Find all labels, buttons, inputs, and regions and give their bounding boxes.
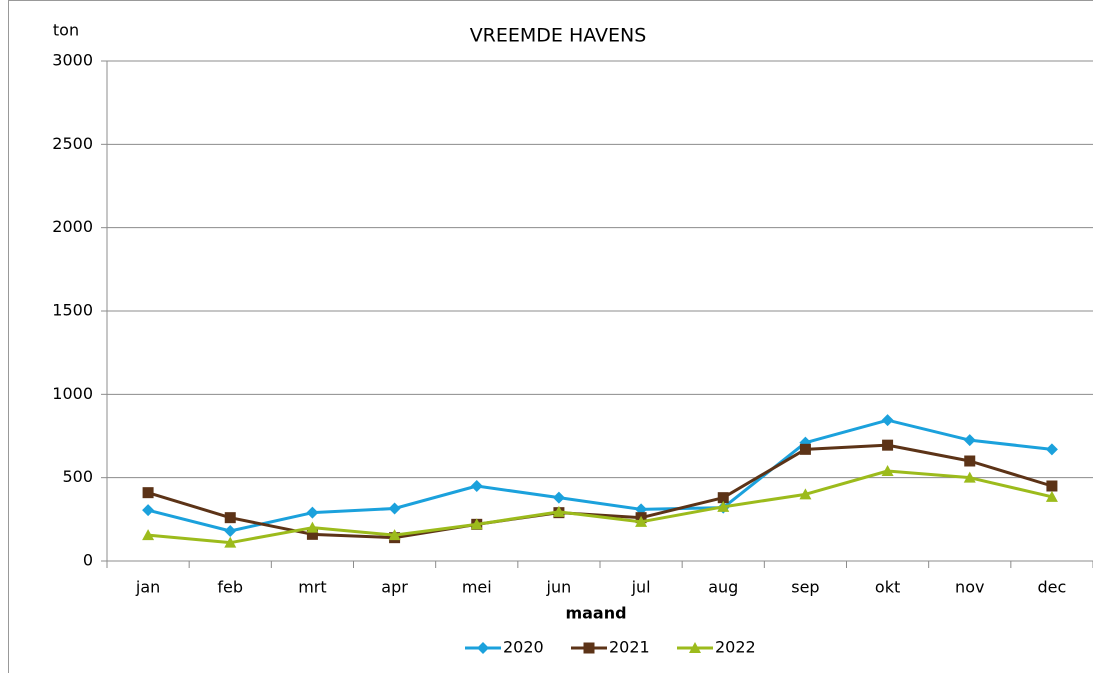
point bbox=[142, 487, 154, 499]
point bbox=[799, 488, 812, 500]
series-line bbox=[147, 418, 1053, 533]
x-tick-label: dec bbox=[1038, 578, 1067, 597]
point bbox=[963, 434, 976, 447]
point bbox=[552, 505, 565, 517]
point bbox=[635, 515, 648, 527]
x-tick-label: okt bbox=[875, 578, 900, 597]
point bbox=[470, 518, 483, 530]
legend-label: 2020 bbox=[503, 638, 544, 657]
x-tick-label: mrt bbox=[298, 578, 326, 597]
point bbox=[142, 529, 155, 541]
point bbox=[552, 491, 565, 504]
x-tick-label: nov bbox=[955, 578, 984, 597]
point bbox=[1045, 490, 1058, 502]
point bbox=[1045, 443, 1058, 456]
x-tick-label: sep bbox=[791, 578, 819, 597]
point bbox=[306, 506, 319, 519]
point bbox=[1046, 480, 1058, 492]
x-tick-label: aug bbox=[708, 578, 738, 597]
point bbox=[224, 536, 237, 548]
y-tick-label: 2000 bbox=[52, 217, 93, 236]
x-tick-label: jun bbox=[546, 578, 572, 597]
x-tick-label: jan bbox=[135, 578, 160, 597]
legend-marker bbox=[583, 642, 595, 654]
legend-label: 2022 bbox=[715, 638, 756, 657]
y-tick-label: 3000 bbox=[52, 51, 93, 70]
point bbox=[963, 471, 976, 483]
x-tick-label: mei bbox=[462, 578, 492, 597]
y-tick-label: 2500 bbox=[52, 134, 93, 153]
y-tick-label: 1500 bbox=[52, 301, 93, 320]
point bbox=[388, 529, 401, 541]
point bbox=[470, 480, 483, 492]
x-tick-label: feb bbox=[217, 578, 243, 597]
y-axis-label: ton bbox=[53, 21, 79, 40]
series-line bbox=[147, 469, 1053, 545]
point bbox=[964, 455, 976, 467]
point bbox=[224, 525, 237, 537]
point bbox=[881, 465, 894, 476]
x-axis-label: maand bbox=[565, 604, 626, 623]
y-tick-label: 0 bbox=[83, 551, 93, 570]
x-tick-label: apr bbox=[381, 578, 408, 597]
legend-marker bbox=[477, 642, 489, 654]
y-tick-label: 500 bbox=[62, 467, 93, 486]
point bbox=[388, 502, 401, 515]
point bbox=[306, 528, 318, 540]
y-tick-label: 1000 bbox=[52, 384, 93, 403]
point bbox=[717, 500, 730, 512]
chart-title: VREEMDE HAVENS bbox=[470, 25, 647, 47]
point bbox=[224, 512, 236, 524]
legend-label: 2021 bbox=[609, 638, 650, 657]
x-tick-label: jul bbox=[631, 578, 651, 597]
point bbox=[881, 414, 894, 427]
legend-marker bbox=[689, 642, 701, 653]
point bbox=[306, 521, 319, 533]
point bbox=[142, 504, 155, 517]
point bbox=[882, 439, 894, 451]
series-line bbox=[147, 443, 1053, 540]
chart-frame bbox=[8, 0, 1093, 673]
point bbox=[799, 443, 811, 455]
point bbox=[717, 492, 729, 504]
